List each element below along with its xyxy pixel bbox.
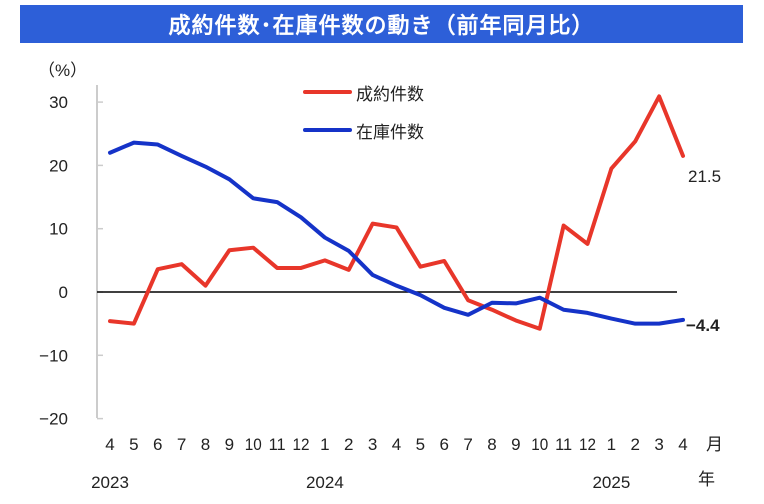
x-tick-label: 7 [463, 435, 472, 454]
data-point [205, 166, 206, 168]
data-point [539, 297, 541, 299]
data-point [610, 318, 612, 320]
data-point [228, 249, 230, 251]
data-point [658, 323, 660, 325]
data-point [348, 250, 350, 252]
data-point [181, 155, 183, 157]
y-tick-label: −10 [39, 346, 68, 365]
data-point [324, 237, 326, 239]
data-point [157, 144, 159, 146]
y-tick-label: 20 [49, 156, 68, 175]
data-point [682, 155, 684, 157]
data-point [587, 312, 588, 314]
x-tick-label: 1 [320, 435, 329, 454]
data-point [610, 168, 612, 170]
data-point [252, 247, 254, 249]
data-point [658, 95, 660, 97]
data-point [634, 323, 636, 325]
x-tick-label: 4 [392, 435, 401, 454]
year-label: 2024 [306, 473, 344, 492]
x-tick-label: 7 [177, 435, 186, 454]
year-label: 2025 [592, 473, 630, 492]
legend-label: 在庫件数 [356, 123, 424, 142]
data-point [563, 225, 565, 227]
x-unit-label: 月 [706, 435, 723, 454]
x-tick-label: 12 [293, 435, 310, 454]
data-point [372, 223, 374, 225]
data-point [515, 319, 517, 321]
x-tick-label: 11 [269, 435, 286, 454]
data-point [396, 226, 397, 228]
x-tick-label: 8 [487, 435, 496, 454]
chart-title: 成約件数･在庫件数の動き（前年同月比） [20, 5, 743, 43]
legend-label: 成約件数 [356, 85, 424, 104]
x-tick-label: 1 [607, 435, 616, 454]
x-tick-label: 10 [245, 435, 262, 454]
data-point [419, 294, 421, 296]
data-point [563, 309, 565, 311]
data-point [300, 267, 302, 269]
data-point [300, 216, 302, 218]
y-tick-label: −20 [39, 410, 68, 429]
y-tick-label: 30 [49, 93, 68, 112]
x-tick-label: 9 [511, 435, 520, 454]
data-point [682, 319, 684, 321]
data-point [348, 269, 350, 271]
x-tick-label: 11 [555, 435, 572, 454]
data-point [205, 285, 206, 287]
x-tick-label: 9 [225, 435, 234, 454]
y-axis-label: （%） [38, 61, 87, 80]
data-point [539, 328, 541, 330]
data-point [252, 197, 254, 199]
x-tick-label: 4 [678, 435, 687, 454]
data-point [443, 260, 445, 262]
data-point [467, 314, 469, 316]
series-line-2 [108, 140, 685, 326]
data-point [419, 266, 421, 268]
data-point [228, 178, 230, 180]
x-tick-label: 6 [440, 435, 449, 454]
data-point [133, 142, 135, 144]
data-point [587, 243, 588, 245]
x-tick-label: 5 [129, 435, 138, 454]
data-point [157, 268, 159, 270]
y-tick-label: 10 [49, 220, 68, 239]
x-tick-label: 10 [531, 435, 548, 454]
data-point [467, 299, 469, 301]
year-unit-label: 年 [698, 470, 715, 489]
data-point [133, 323, 135, 325]
data-point [109, 320, 111, 322]
x-tick-label: 6 [153, 435, 162, 454]
x-tick-label: 12 [579, 435, 596, 454]
x-tick-label: 8 [201, 435, 210, 454]
data-point [515, 302, 517, 304]
x-tick-label: 5 [416, 435, 425, 454]
x-tick-label: 4 [105, 435, 114, 454]
data-point [443, 307, 445, 309]
data-point [276, 267, 278, 269]
data-point [372, 274, 374, 276]
x-tick-label: 3 [368, 435, 377, 454]
data-point [634, 140, 636, 142]
x-tick-label: 2 [631, 435, 640, 454]
data-point [181, 263, 183, 265]
data-point [109, 152, 111, 154]
data-point [324, 259, 326, 261]
data-point [276, 201, 278, 203]
y-tick-label: 0 [59, 283, 68, 302]
end-label-series-2: −4.4 [686, 316, 720, 335]
x-tick-label: 3 [654, 435, 663, 454]
x-tick-label: 2 [344, 435, 353, 454]
data-point [491, 302, 493, 304]
data-point [491, 309, 493, 311]
year-label: 2023 [91, 473, 129, 492]
data-point [396, 285, 397, 287]
end-label-series-1: 21.5 [688, 167, 721, 186]
